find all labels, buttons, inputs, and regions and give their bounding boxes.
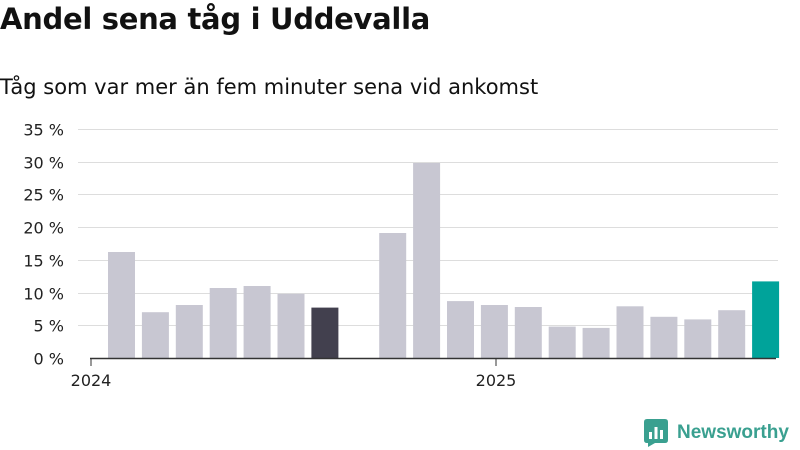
- brand-logo[interactable]: Newsworthy: [644, 419, 789, 447]
- chart-title: Andel sena tåg i Uddevalla: [0, 2, 430, 36]
- y-tick-label: 35 %: [23, 121, 64, 140]
- bar[interactable]: [277, 293, 305, 358]
- y-tick-label: 15 %: [23, 252, 64, 271]
- bar[interactable]: [548, 326, 576, 358]
- y-tick-label: 25 %: [23, 186, 64, 205]
- bar[interactable]: [108, 252, 135, 358]
- bar[interactable]: [752, 281, 780, 358]
- y-tick-label: 20 %: [23, 219, 64, 238]
- bar[interactable]: [684, 319, 712, 358]
- bar[interactable]: [311, 307, 339, 358]
- x-tick-label: 2025: [476, 371, 517, 390]
- bar[interactable]: [141, 312, 169, 358]
- bar[interactable]: [175, 305, 203, 358]
- brand-name: Newsworthy: [677, 422, 789, 443]
- bar[interactable]: [413, 163, 441, 358]
- bar[interactable]: [480, 305, 508, 358]
- newsworthy-logo-icon: [644, 419, 668, 447]
- bar[interactable]: [616, 306, 644, 358]
- chart-subtitle: Tåg som var mer än fem minuter sena vid …: [0, 75, 539, 99]
- bar[interactable]: [447, 301, 474, 358]
- y-tick-label: 30 %: [23, 154, 64, 173]
- bar[interactable]: [209, 288, 237, 358]
- bar[interactable]: [582, 327, 610, 358]
- x-tick-label: 2024: [71, 371, 112, 390]
- bar[interactable]: [650, 316, 678, 358]
- y-tick-label: 10 %: [23, 285, 64, 304]
- bar[interactable]: [514, 307, 542, 358]
- bar[interactable]: [379, 233, 407, 358]
- bar[interactable]: [718, 310, 746, 358]
- y-tick-label: 5 %: [34, 317, 64, 336]
- bar[interactable]: [243, 286, 271, 358]
- y-tick-label: 0 %: [34, 350, 64, 369]
